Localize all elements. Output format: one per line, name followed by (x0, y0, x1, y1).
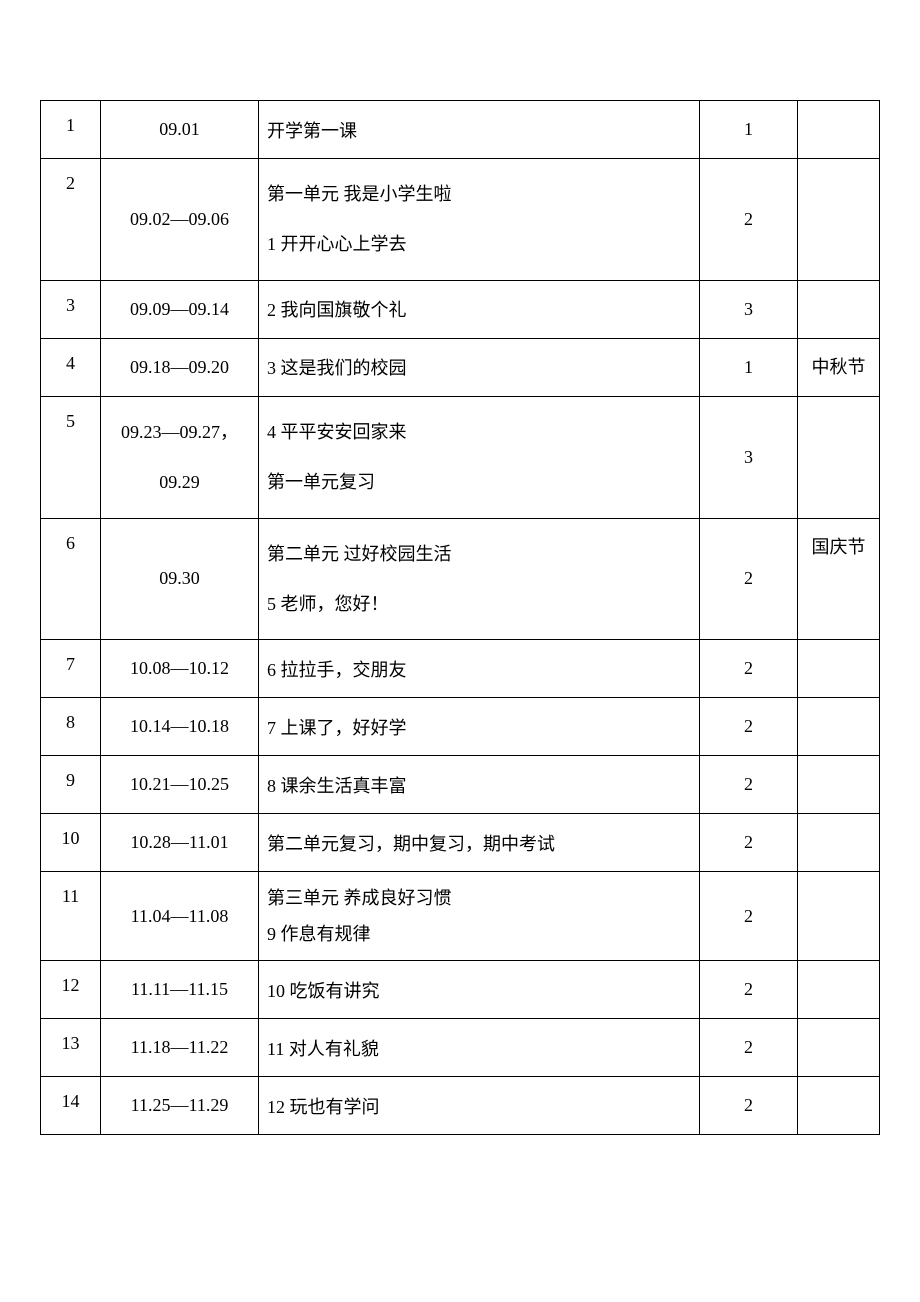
row-note (798, 396, 880, 518)
row-date: 09.18—09.20 (101, 338, 259, 396)
content-line: 4 平平安安回家来 (267, 407, 699, 457)
table-row: 1010.28—11.01第二单元复习，期中复习，期中考试2 (41, 814, 880, 872)
row-hours: 2 (700, 518, 798, 640)
row-content: 11 对人有礼貌 (259, 1019, 700, 1077)
row-date: 11.11—11.15 (101, 961, 259, 1019)
row-note (798, 1019, 880, 1077)
row-content: 8 课余生活真丰富 (259, 756, 700, 814)
row-hours: 1 (700, 338, 798, 396)
row-hours: 1 (700, 101, 798, 159)
table-row: 1111.04—11.08第三单元 养成良好习惯9 作息有规律2 (41, 872, 880, 961)
row-date: 10.08—10.12 (101, 640, 259, 698)
table-row: 209.02—09.06第一单元 我是小学生啦1 开开心心上学去2 (41, 159, 880, 281)
row-number: 11 (41, 872, 101, 961)
row-date: 10.14—10.18 (101, 698, 259, 756)
table-row: 609.30第二单元 过好校园生活5 老师，您好！2国庆节 (41, 518, 880, 640)
table-row: 1411.25—11.2912 玩也有学问2 (41, 1077, 880, 1135)
content-line: 第一单元 我是小学生啦 (267, 169, 699, 219)
row-hours: 2 (700, 640, 798, 698)
table-row: 409.18—09.203 这是我们的校园1中秋节 (41, 338, 880, 396)
row-hours: 2 (700, 872, 798, 961)
row-content: 开学第一课 (259, 101, 700, 159)
date-line: 09.23—09.27， (101, 407, 258, 457)
row-note (798, 640, 880, 698)
row-content: 4 平平安安回家来第一单元复习 (259, 396, 700, 518)
row-date: 10.28—11.01 (101, 814, 259, 872)
row-date: 11.04—11.08 (101, 872, 259, 961)
row-hours: 2 (700, 1019, 798, 1077)
date-line: 09.29 (101, 457, 258, 507)
table-row: 109.01开学第一课1 (41, 101, 880, 159)
row-hours: 2 (700, 961, 798, 1019)
row-hours: 3 (700, 280, 798, 338)
row-number: 14 (41, 1077, 101, 1135)
row-number: 10 (41, 814, 101, 872)
row-content: 6 拉拉手，交朋友 (259, 640, 700, 698)
row-number: 3 (41, 280, 101, 338)
row-number: 7 (41, 640, 101, 698)
row-note (798, 159, 880, 281)
row-hours: 2 (700, 756, 798, 814)
row-number: 8 (41, 698, 101, 756)
row-number: 6 (41, 518, 101, 640)
row-date: 09.30 (101, 518, 259, 640)
row-date: 09.02—09.06 (101, 159, 259, 281)
row-number: 9 (41, 756, 101, 814)
row-number: 12 (41, 961, 101, 1019)
row-number: 4 (41, 338, 101, 396)
row-number: 5 (41, 396, 101, 518)
row-date: 10.21—10.25 (101, 756, 259, 814)
row-note (798, 814, 880, 872)
row-note (798, 961, 880, 1019)
row-note: 国庆节 (798, 518, 880, 640)
table-row: 810.14—10.187 上课了，好好学2 (41, 698, 880, 756)
table-row: 1211.11—11.1510 吃饭有讲究2 (41, 961, 880, 1019)
row-date: 09.01 (101, 101, 259, 159)
table-row: 710.08—10.126 拉拉手，交朋友2 (41, 640, 880, 698)
content-line: 第二单元 过好校园生活 (267, 529, 699, 579)
content-line: 9 作息有规律 (267, 916, 699, 952)
row-date: 09.09—09.14 (101, 280, 259, 338)
row-hours: 3 (700, 396, 798, 518)
row-number: 1 (41, 101, 101, 159)
row-number: 2 (41, 159, 101, 281)
content-line: 第一单元复习 (267, 457, 699, 507)
table-row: 509.23—09.27，09.294 平平安安回家来第一单元复习3 (41, 396, 880, 518)
row-note (798, 280, 880, 338)
row-content: 10 吃饭有讲究 (259, 961, 700, 1019)
row-note (798, 872, 880, 961)
row-content: 2 我向国旗敬个礼 (259, 280, 700, 338)
row-content: 第二单元复习，期中复习，期中考试 (259, 814, 700, 872)
row-note (798, 698, 880, 756)
row-content: 第三单元 养成良好习惯9 作息有规律 (259, 872, 700, 961)
row-note (798, 1077, 880, 1135)
row-hours: 2 (700, 698, 798, 756)
row-content: 第二单元 过好校园生活5 老师，您好！ (259, 518, 700, 640)
row-number: 13 (41, 1019, 101, 1077)
row-content: 7 上课了，好好学 (259, 698, 700, 756)
table-row: 309.09—09.142 我向国旗敬个礼3 (41, 280, 880, 338)
table-body: 109.01开学第一课1209.02—09.06第一单元 我是小学生啦1 开开心… (41, 101, 880, 1135)
row-hours: 2 (700, 159, 798, 281)
row-date: 11.25—11.29 (101, 1077, 259, 1135)
row-date: 09.23—09.27，09.29 (101, 396, 259, 518)
schedule-table: 109.01开学第一课1209.02—09.06第一单元 我是小学生啦1 开开心… (40, 100, 880, 1135)
row-content: 12 玩也有学问 (259, 1077, 700, 1135)
row-hours: 2 (700, 814, 798, 872)
content-line: 1 开开心心上学去 (267, 219, 699, 269)
row-note: 中秋节 (798, 338, 880, 396)
row-content: 3 这是我们的校园 (259, 338, 700, 396)
row-note (798, 756, 880, 814)
table-row: 910.21—10.258 课余生活真丰富2 (41, 756, 880, 814)
table-row: 1311.18—11.2211 对人有礼貌2 (41, 1019, 880, 1077)
row-date: 11.18—11.22 (101, 1019, 259, 1077)
row-content: 第一单元 我是小学生啦1 开开心心上学去 (259, 159, 700, 281)
row-note (798, 101, 880, 159)
content-line: 第三单元 养成良好习惯 (267, 880, 699, 916)
content-line: 5 老师，您好！ (267, 579, 699, 629)
row-hours: 2 (700, 1077, 798, 1135)
